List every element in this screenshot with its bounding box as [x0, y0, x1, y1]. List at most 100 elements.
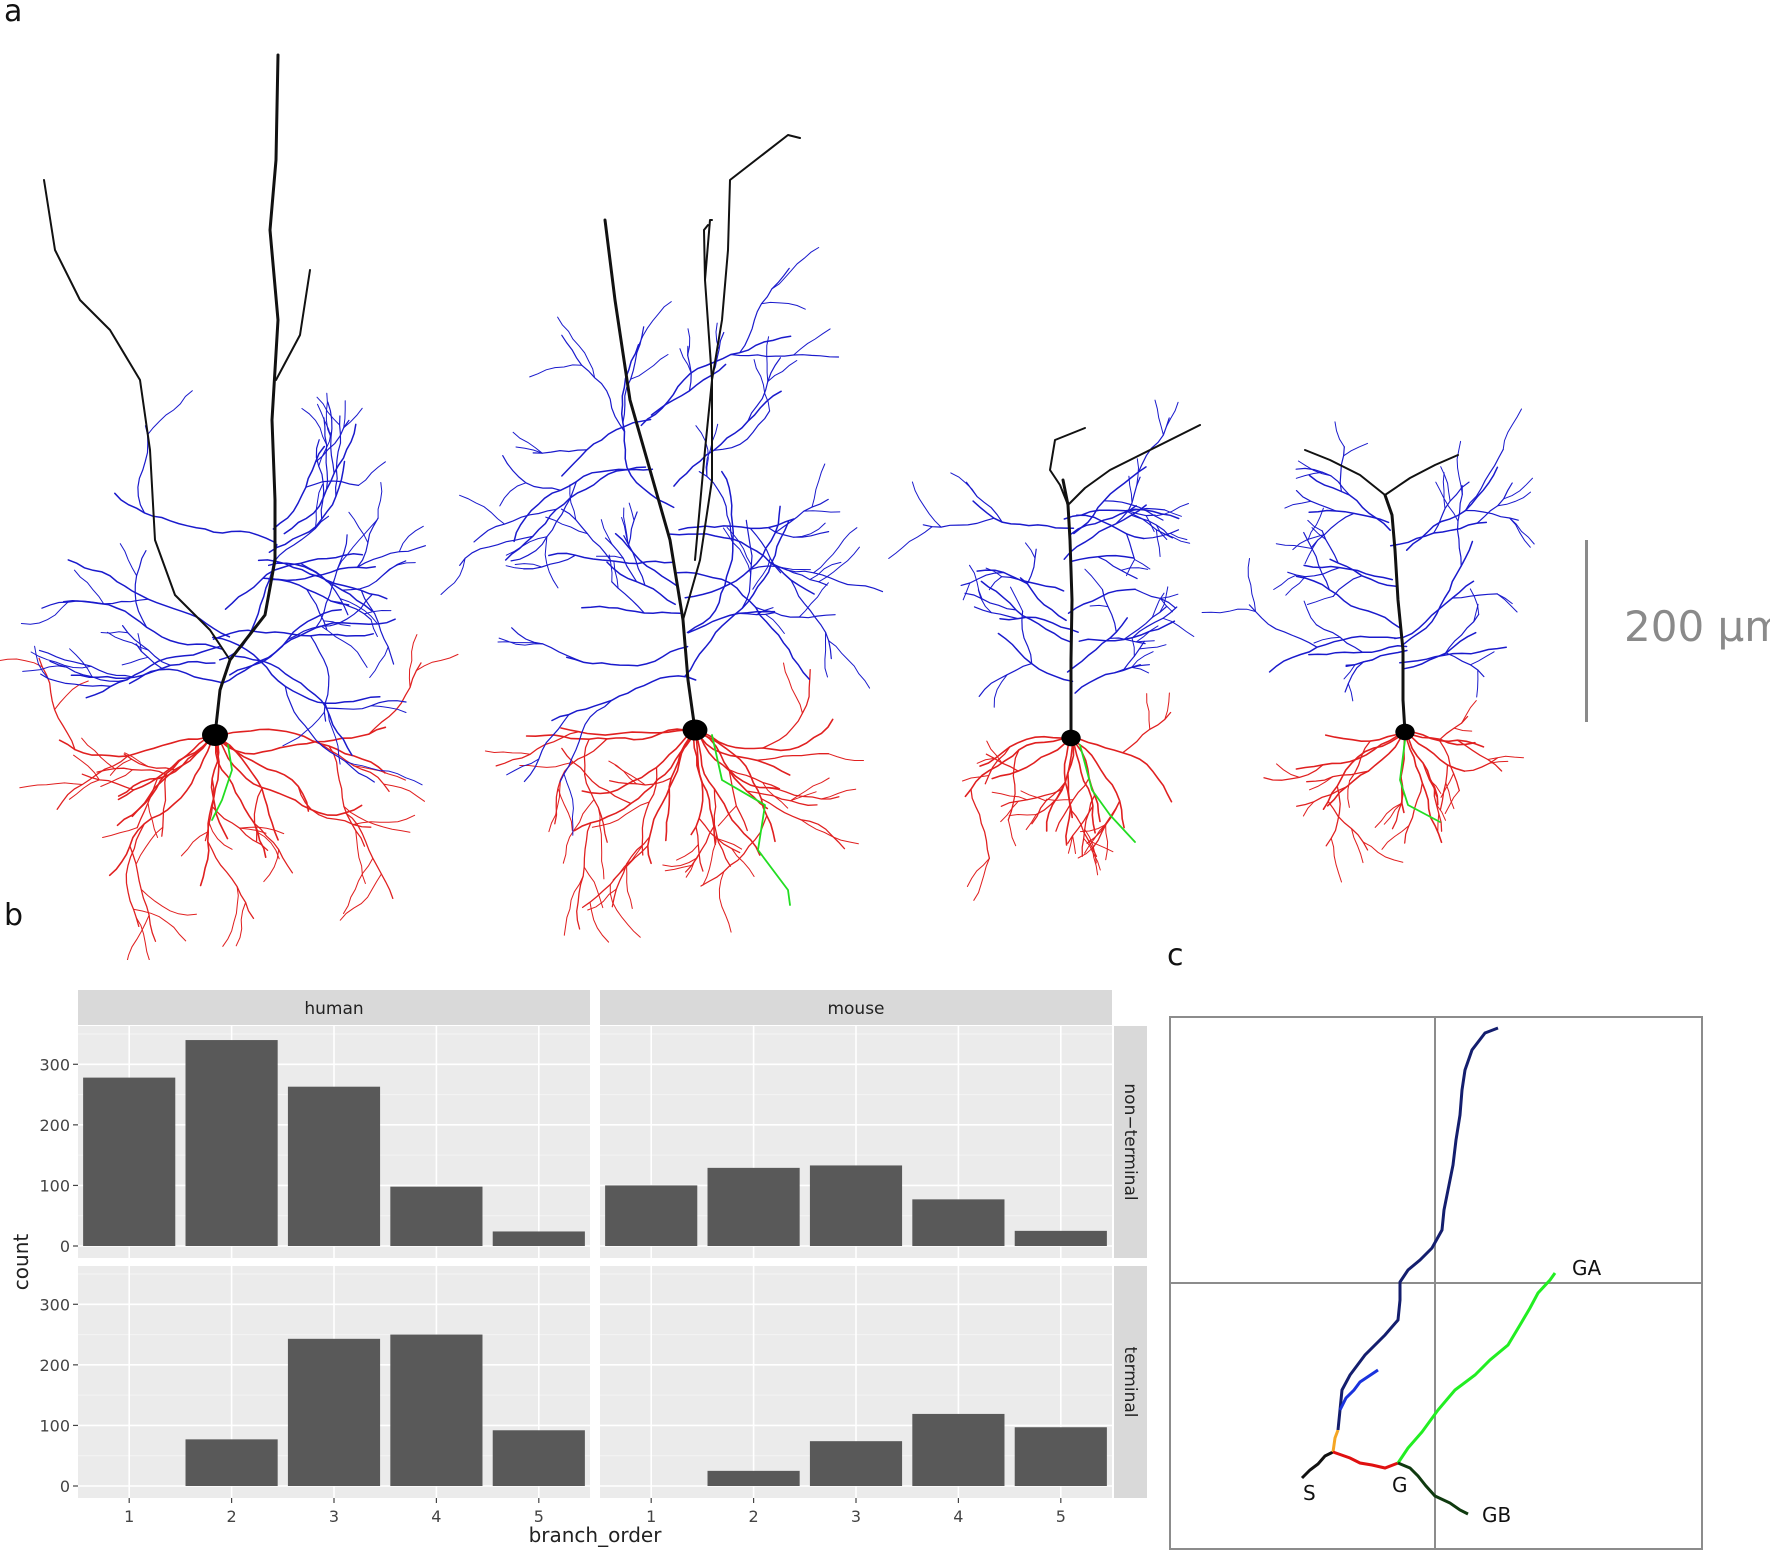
neurite: [548, 552, 675, 565]
neuron-4-oblique: [1201, 408, 1535, 702]
neurite: [976, 757, 995, 764]
trunk-branch: [1336, 1026, 1499, 1431]
neurite: [991, 737, 1072, 780]
neurite: [204, 777, 215, 842]
neurite: [1295, 471, 1324, 479]
neurite: [1154, 503, 1189, 517]
neurite: [613, 561, 619, 589]
neurite: [525, 728, 696, 741]
neurite: [1496, 593, 1518, 613]
neurite: [623, 507, 629, 545]
neurite: [1403, 540, 1474, 645]
neurite: [581, 605, 681, 615]
neurite: [147, 802, 159, 839]
neurite: [1445, 652, 1485, 678]
neurite: [126, 914, 150, 960]
neurite: [984, 746, 1011, 785]
neurite: [214, 734, 267, 858]
neurite: [911, 481, 942, 528]
neurite: [1263, 764, 1324, 781]
neurite: [498, 637, 544, 646]
neurite: [73, 569, 105, 605]
neurite: [760, 798, 846, 850]
child-b-segment: [1397, 1461, 1469, 1516]
neurite: [1315, 624, 1364, 653]
neurite: [790, 777, 830, 802]
bar-mouse-4: [912, 1199, 1005, 1246]
neurite: [222, 886, 239, 947]
neuron-1: [0, 53, 459, 960]
y-tick-label: 0: [60, 1477, 70, 1496]
neurite: [1134, 559, 1151, 570]
neurite: [964, 592, 1017, 611]
neurite: [1403, 631, 1477, 670]
neurite: [554, 738, 608, 825]
neurite: [1295, 467, 1351, 496]
neurite: [85, 645, 220, 699]
neurite: [1404, 731, 1466, 772]
neurite: [1138, 644, 1167, 650]
y-tick-label: 300: [39, 1055, 70, 1074]
neurite: [753, 359, 771, 412]
neurite: [161, 772, 167, 837]
neurite: [214, 728, 386, 774]
neurite: [728, 769, 748, 832]
neurite: [229, 618, 396, 676]
neurite: [1428, 779, 1442, 794]
neurite: [722, 527, 752, 575]
neurite: [609, 777, 672, 786]
neurite: [1433, 481, 1470, 534]
neurite: [1135, 640, 1155, 643]
neurite: [1476, 669, 1479, 698]
neurite: [1055, 777, 1090, 832]
neurite: [1404, 731, 1485, 748]
neurite: [107, 631, 149, 651]
neurite: [1437, 813, 1440, 833]
neurite: [415, 653, 459, 672]
neurite: [1444, 790, 1460, 815]
neurite: [459, 535, 534, 566]
neurite: [1275, 543, 1313, 549]
neurite: [978, 663, 1033, 697]
neurite: [1131, 666, 1150, 674]
facet-strip-row-1: [1114, 1026, 1147, 1258]
neurite: [306, 588, 328, 630]
neurite: [315, 439, 325, 520]
neuron-1-oblique: [20, 390, 426, 786]
neuron-4-basal: [1263, 700, 1525, 883]
neurite: [1007, 819, 1017, 847]
neurite: [256, 831, 280, 860]
bar-human-1: [83, 1077, 176, 1246]
neurite: [263, 849, 280, 883]
neurite: [314, 484, 323, 529]
neurite: [694, 729, 717, 846]
neurite: [1404, 731, 1476, 746]
neurite: [563, 875, 584, 936]
neurite: [993, 674, 1008, 708]
neurite: [1404, 731, 1439, 806]
neurite: [114, 492, 276, 543]
neurite: [560, 727, 696, 736]
neurite: [377, 482, 383, 519]
neurite: [583, 866, 604, 909]
facet-strip-row-2: [1114, 1266, 1147, 1498]
neurite: [1105, 823, 1109, 861]
neurite: [257, 559, 388, 600]
neurite: [1154, 399, 1164, 436]
neurite: [1325, 731, 1406, 743]
neurite: [119, 543, 138, 577]
y-tick-label: 300: [39, 1295, 70, 1314]
neurite: [803, 510, 841, 513]
neurite: [1201, 608, 1256, 614]
neurite: [1487, 755, 1525, 761]
neurite: [824, 631, 828, 678]
neurite: [551, 675, 697, 722]
neurite: [650, 363, 727, 416]
neurite: [1438, 740, 1460, 792]
apical-trunk: [1049, 427, 1086, 506]
neurite: [109, 758, 133, 776]
neuron-1-apical: [43, 53, 311, 821]
neurite: [207, 840, 255, 920]
apical-trunk: [1384, 454, 1459, 496]
neurite: [716, 837, 743, 850]
